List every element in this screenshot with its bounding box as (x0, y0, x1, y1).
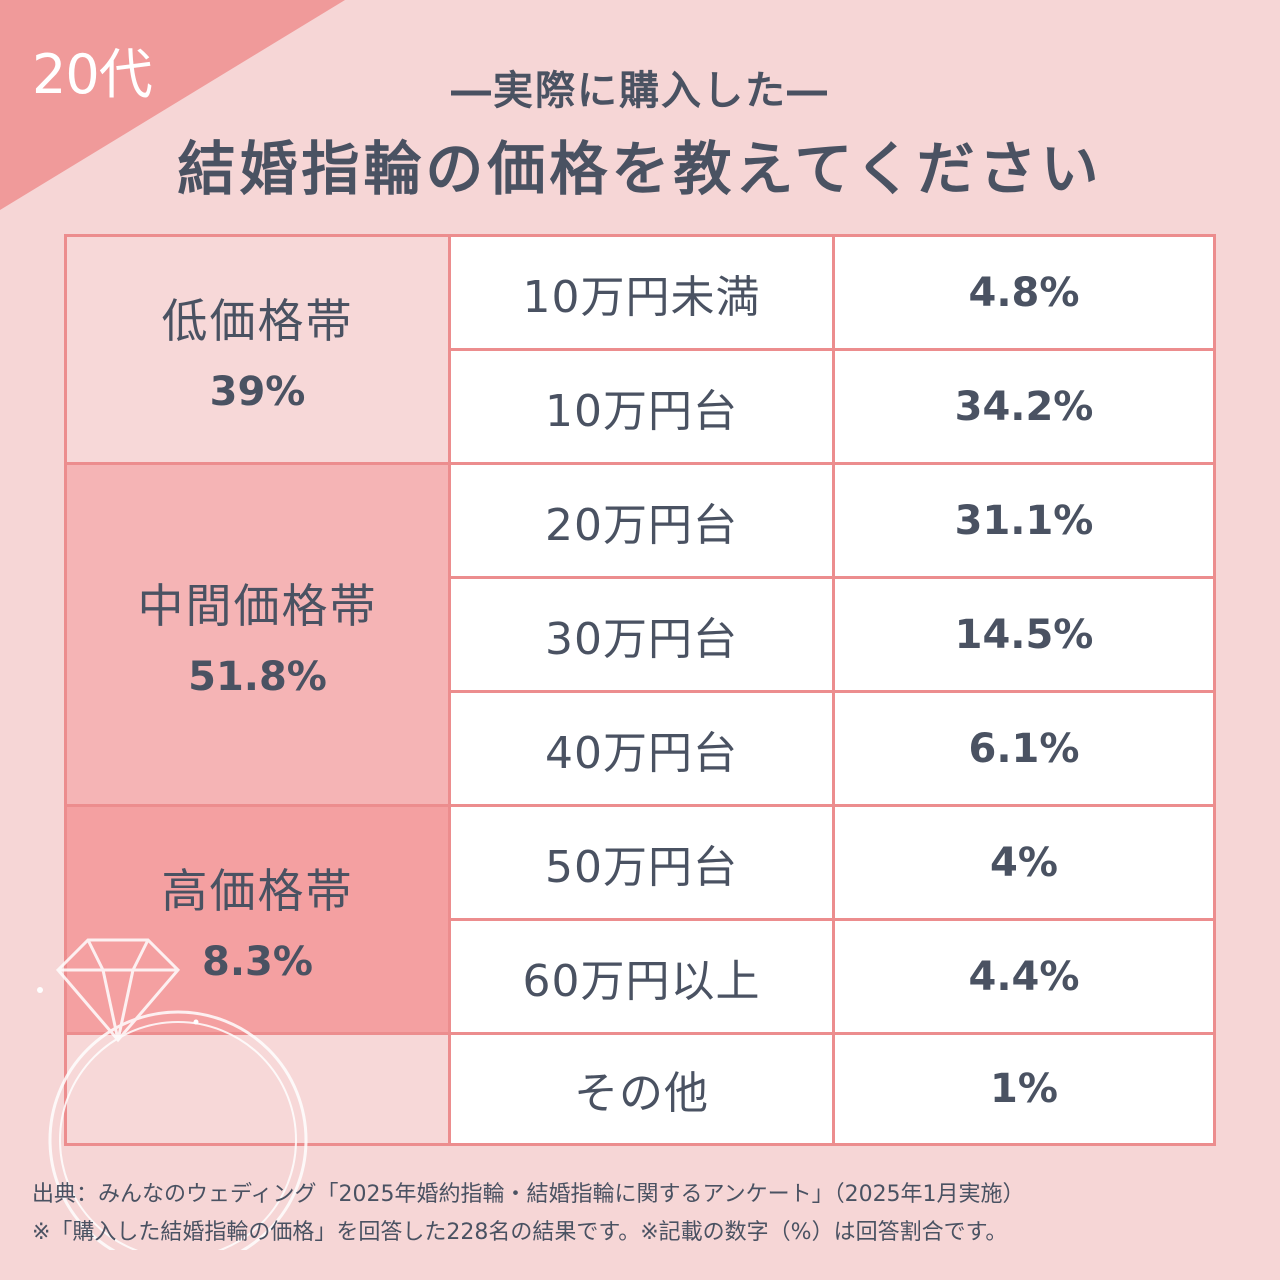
percent-value: 31.1% (954, 497, 1094, 544)
range-label: 30万円台 (545, 613, 738, 665)
page-title: 結婚指輪の価格を教えてください (177, 135, 1103, 203)
category-percent: 39% (209, 368, 306, 415)
category-mid: 中間価格帯 51.8% (64, 462, 451, 807)
category-low: 低価格帯 39% (64, 234, 451, 465)
range-label: 20万円台 (545, 499, 738, 551)
range-cell: 30万円台 (448, 576, 835, 693)
range-label: 10万円未満 (522, 271, 761, 323)
range-label: その他 (574, 1068, 709, 1119)
price-table: 低価格帯 39% 中間価格帯 51.8% 高価格帯 8.3% 10万円未満 4.… (64, 234, 1216, 1146)
range-label: 40万円台 (545, 727, 738, 779)
category-percent: 51.8% (188, 653, 327, 700)
percent-value: 4% (990, 839, 1058, 886)
range-cell: 10万円台 (448, 348, 835, 465)
source-note: 出典：みんなのウェディング「2025年婚約指輪・結婚指輪に関するアンケート」（2… (32, 1182, 1025, 1207)
percent-cell: 4% (832, 804, 1216, 921)
percent-value: 4.4% (968, 953, 1080, 1000)
subtitle: ―実際に購入した― (451, 68, 829, 114)
category-high: 高価格帯 8.3% (64, 804, 451, 1035)
percent-value: 14.5% (954, 611, 1094, 658)
category-label: 低価格帯 (161, 293, 354, 348)
category-label: 中間価格帯 (137, 578, 378, 633)
percent-value: 6.1% (968, 725, 1080, 772)
range-cell: 10万円未満 (448, 234, 835, 351)
range-label: 50万円台 (545, 841, 738, 893)
percent-value: 4.8% (968, 269, 1080, 316)
percent-cell: 31.1% (832, 462, 1216, 579)
range-cell: 60万円以上 (448, 918, 835, 1035)
category-label: 高価格帯 (161, 863, 354, 918)
footer: 出典：みんなのウェディング「2025年婚約指輪・結婚指輪に関するアンケート」（2… (32, 1176, 1262, 1252)
survey-note: ※「購入した結婚指輪の価格」を回答した228名の結果です。※記載の数字（%）は回… (32, 1220, 1008, 1245)
percent-cell: 6.1% (832, 690, 1216, 807)
percent-cell: 14.5% (832, 576, 1216, 693)
percent-value: 1% (990, 1066, 1058, 1112)
range-cell: その他 (448, 1032, 835, 1146)
range-cell: 20万円台 (448, 462, 835, 579)
range-cell: 50万円台 (448, 804, 835, 921)
range-cell: 40万円台 (448, 690, 835, 807)
category-percent: 8.3% (202, 938, 313, 985)
age-label: 20代 (32, 43, 153, 106)
category-empty (64, 1032, 451, 1146)
percent-cell: 4.4% (832, 918, 1216, 1035)
percent-cell: 34.2% (832, 348, 1216, 465)
percent-cell: 4.8% (832, 234, 1216, 351)
percent-cell: 1% (832, 1032, 1216, 1146)
percent-value: 34.2% (954, 383, 1094, 430)
range-label: 10万円台 (545, 385, 738, 437)
range-label: 60万円以上 (522, 955, 761, 1007)
